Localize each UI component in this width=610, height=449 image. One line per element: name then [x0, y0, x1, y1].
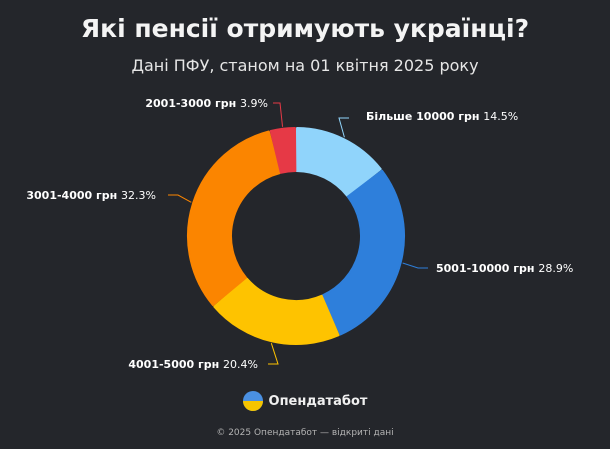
slice-label-5: 2001-3000 грн 3.9%	[145, 97, 268, 110]
slice-value: 20.4%	[223, 358, 258, 371]
brand: Опендатабот	[0, 391, 610, 411]
slice-value: 3.9%	[240, 97, 268, 110]
slice-5	[269, 127, 297, 174]
slice-label-3: 4001-5000 грн 20.4%	[128, 358, 258, 371]
slice-category: 2001-3000 грн	[145, 97, 240, 110]
slice-4	[187, 130, 281, 307]
slice-3	[213, 277, 340, 345]
chart-title: Які пенсії отримують українці?	[80, 14, 530, 43]
slice-category: 3001-4000 грн	[26, 189, 121, 202]
leader-line-4	[168, 194, 192, 203]
slice-category: 5001-10000 грн	[436, 262, 538, 275]
footer-credit: © 2025 Опендатабот — відкриті дані	[216, 428, 394, 438]
leader-line-1	[338, 117, 349, 138]
slice-label-1: Більше 10000 грн 14.5%	[366, 110, 518, 123]
slice-2	[321, 169, 405, 336]
leader-line-5	[273, 102, 284, 127]
slice-1	[295, 127, 382, 197]
slice-category: 4001-5000 грн	[128, 358, 223, 371]
slice-value: 32.3%	[121, 189, 156, 202]
leader-line-3	[268, 343, 279, 365]
slice-category: Більше 10000 грн	[366, 110, 483, 123]
brand-name: Опендатабот	[268, 393, 368, 409]
slice-value: 14.5%	[483, 110, 518, 123]
leader-line-2	[402, 262, 428, 269]
slice-value: 28.9%	[538, 262, 573, 275]
slice-label-4: 3001-4000 грн 32.3%	[26, 189, 156, 202]
opendatabot-logo-icon	[242, 391, 263, 411]
slice-label-2: 5001-10000 грн 28.9%	[436, 262, 573, 275]
chart-subtitle: Дані ПФУ, станом на 01 квітня 2025 року	[131, 56, 479, 75]
